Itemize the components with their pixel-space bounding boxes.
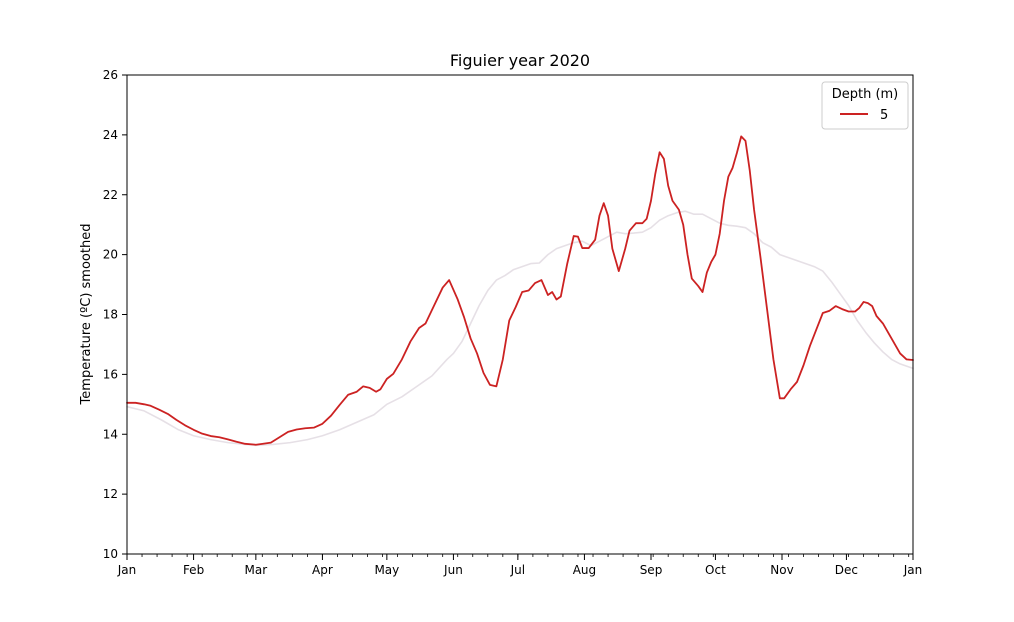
y-tick-label: 20: [103, 248, 118, 262]
x-tick-label: Jan: [117, 563, 137, 577]
x-axis: Jan Feb Mar Apr May Jun Jul Aug Sep Oct Nov Dec Jan: [117, 554, 923, 577]
series-layer: [126, 135, 914, 447]
legend-box: [821, 81, 909, 130]
x-tick-label: Jan: [903, 563, 923, 577]
x-tick-label: Sep: [640, 563, 663, 577]
chart-title: Figuier year 2020: [450, 51, 590, 70]
legend-entry-label: 5: [880, 108, 888, 123]
y-tick-label: 16: [103, 367, 118, 381]
x-tick-label: Aug: [573, 563, 596, 577]
x-tick-label: Feb: [183, 563, 204, 577]
y-axis-label: Temperature (ºC) smoothed: [79, 224, 94, 406]
y-tick-label: 18: [103, 308, 118, 322]
plot-area: [126, 74, 914, 555]
y-tick-label: 12: [103, 487, 118, 501]
x-tick-label: Jun: [443, 563, 463, 577]
y-axis: 10 12 14 16 18 20 22 24 26: [103, 68, 127, 561]
x-tick-label: Nov: [770, 563, 793, 577]
legend-title: Depth (m): [832, 87, 899, 102]
plot-frame: [126, 74, 914, 555]
x-tick-label: Apr: [312, 563, 333, 577]
y-tick-label: 26: [103, 68, 118, 82]
x-tick-label: May: [374, 563, 399, 577]
x-tick-label: Jul: [510, 563, 525, 577]
y-tick-label: 10: [103, 547, 118, 561]
y-tick-label: 14: [103, 427, 118, 441]
x-tick-label: Dec: [835, 563, 858, 577]
series-line-5: [126, 135, 914, 446]
y-tick-label: 22: [103, 188, 118, 202]
legend: Depth (m) 5: [821, 81, 909, 130]
x-tick-label: Mar: [245, 563, 268, 577]
y-tick-label: 24: [103, 128, 118, 142]
x-tick-label: Oct: [705, 563, 726, 577]
series-line-reference: [126, 210, 914, 447]
